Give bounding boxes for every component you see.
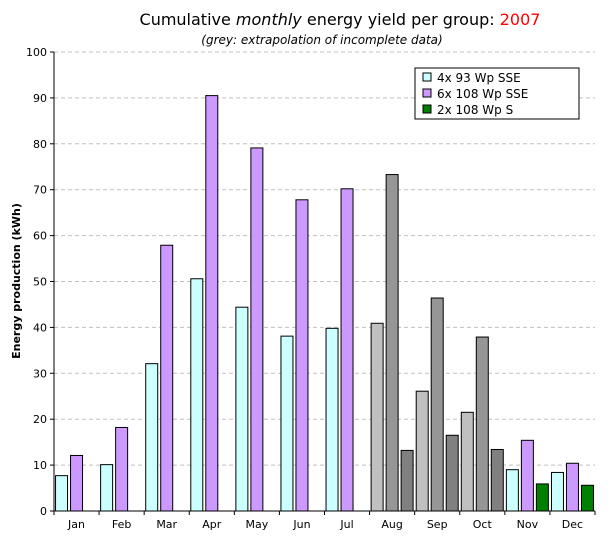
bars [55, 95, 594, 512]
y-tick-label: 40 [33, 321, 47, 334]
bar-oct-series-1 [460, 411, 474, 512]
x-tick-label: Jul [339, 518, 353, 531]
legend-label: 6x 108 Wp SSE [437, 87, 528, 101]
y-tick-label: 30 [33, 367, 47, 380]
x-tick-label: Feb [112, 518, 131, 531]
x-tick-label: Aug [381, 518, 402, 531]
bar-jan-series-1 [55, 475, 69, 512]
legend-swatch [422, 104, 432, 114]
bar-jun-series-1 [280, 335, 294, 512]
bar-dec-series-2 [565, 462, 579, 512]
bar-aug-series-2 [385, 174, 399, 512]
bar-apr-series-2 [205, 95, 219, 512]
x-tick-label: Jan [67, 518, 85, 531]
bar-aug-series-1 [370, 322, 384, 512]
bar-nov-series-2 [520, 439, 534, 512]
x-tick-label: Jun [292, 518, 310, 531]
grid [54, 51, 595, 466]
bar-sep-series-2 [430, 297, 444, 512]
bar-jul-series-1 [325, 327, 339, 512]
y-tick-label: 0 [40, 505, 47, 518]
bar-sep-series-1 [415, 390, 429, 512]
bar-may-series-1 [235, 306, 249, 512]
legend: 4x 93 Wp SSE 6x 108 Wp SSE 2x 108 Wp S [414, 67, 580, 120]
x-tick-label: Apr [202, 518, 222, 531]
bar-aug-series-3 [400, 449, 414, 512]
axes [53, 52, 595, 512]
title-year: 2007 [500, 10, 541, 29]
y-ticks: 0 10 20 30 40 50 60 70 80 90 100 [26, 46, 54, 518]
y-tick-label: 90 [33, 92, 47, 105]
bar-dec-series-3 [580, 484, 594, 512]
legend-swatch [422, 88, 432, 98]
legend-label: 2x 108 Wp S [437, 103, 513, 117]
x-tick-label: May [246, 518, 269, 531]
x-tick-label: Nov [517, 518, 539, 531]
bar-oct-series-2 [475, 336, 489, 512]
x-ticks: Jan Feb Mar Apr May Jun Jul Aug Sep Oct Nov Dec [53, 511, 596, 531]
y-tick-label: 60 [33, 230, 47, 243]
bar-jul-series-2 [340, 188, 354, 512]
bar-oct-series-3 [490, 448, 504, 512]
x-tick-label: Mar [156, 518, 177, 531]
bar-feb-series-2 [115, 426, 129, 512]
x-tick-label: Sep [427, 518, 448, 531]
legend-swatch [422, 72, 432, 82]
chart-subtitle: (grey: extrapolation of incomplete data) [201, 33, 442, 47]
x-tick-label: Dec [562, 518, 583, 531]
bar-nov-series-1 [505, 469, 519, 512]
legend-label: 4x 93 Wp SSE [437, 71, 521, 85]
y-tick-label: 50 [33, 276, 47, 289]
x-tick-label: Oct [473, 518, 493, 531]
bar-nov-series-3 [535, 483, 549, 512]
bar-mar-series-2 [160, 244, 174, 512]
y-tick-label: 100 [26, 46, 47, 59]
bar-apr-series-1 [190, 278, 204, 512]
legend-box [414, 67, 580, 120]
bar-jun-series-2 [295, 199, 309, 512]
y-tick-label: 20 [33, 413, 47, 426]
bar-dec-series-1 [550, 471, 564, 512]
y-tick-label: 70 [33, 184, 47, 197]
bar-jan-series-2 [70, 454, 84, 512]
bar-feb-series-1 [100, 464, 114, 512]
bar-sep-series-3 [445, 434, 459, 512]
chart-title: Cumulative monthly energy yield per grou… [140, 10, 541, 29]
y-tick-label: 80 [33, 138, 47, 151]
bar-mar-series-1 [145, 363, 159, 512]
y-axis-title: Energy production (kWh) [10, 203, 23, 359]
bar-may-series-2 [250, 147, 264, 512]
y-tick-label: 10 [33, 459, 47, 472]
